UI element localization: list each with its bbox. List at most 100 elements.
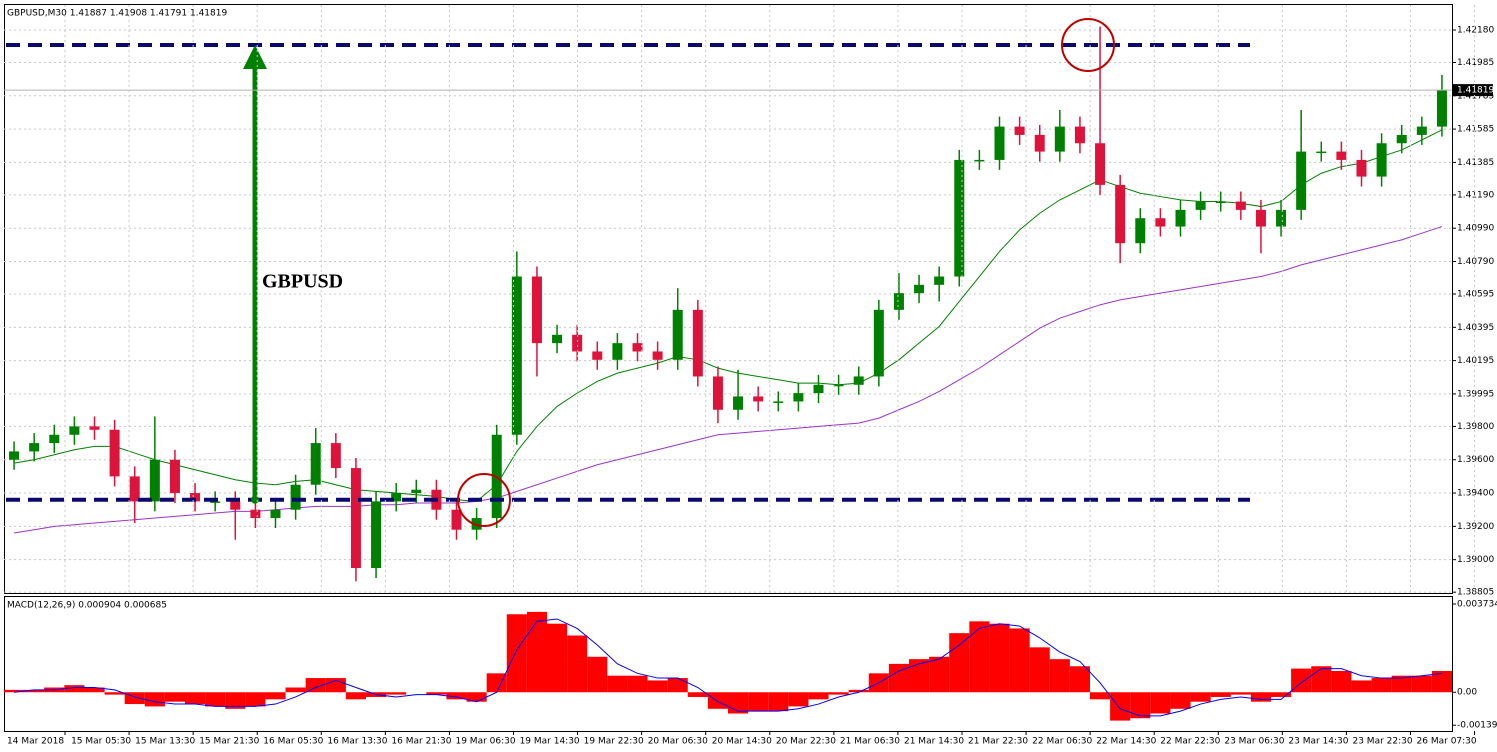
x-tick-label: 20 Mar 14:30 (712, 737, 772, 747)
x-tick-label: 22 Mar 14:30 (1096, 737, 1156, 747)
candle-body (712, 376, 723, 410)
x-tick-label: 15 Mar 21:30 (199, 737, 259, 747)
macd-bar (1271, 692, 1292, 697)
candle-body (552, 334, 563, 344)
macd-bar (305, 678, 326, 693)
macd-bar (526, 611, 547, 693)
y-tick-label: -0.001396 (1457, 721, 1497, 731)
macd-bar (788, 692, 809, 707)
macd-bar (1351, 680, 1372, 693)
candle-body (330, 443, 341, 469)
candle-body (29, 443, 40, 452)
y-tick-label: 1.39400 (1457, 489, 1494, 499)
chart-title: GBPUSD,M30 1.41887 1.41908 1.41791 1.418… (7, 9, 227, 19)
macd-bar (446, 692, 467, 700)
moving-average (13, 129, 1443, 502)
macd-bar (144, 692, 165, 707)
candle-body (391, 493, 402, 502)
macd-bar (1029, 647, 1050, 693)
candle-body (1115, 184, 1126, 244)
candle-body (672, 309, 683, 360)
candle-body (250, 509, 261, 519)
last-price-label: 1.41819 (1457, 86, 1494, 96)
macd-bar (426, 692, 447, 695)
macd-bar (506, 614, 527, 693)
macd-bar (1311, 666, 1332, 693)
arrow-head (243, 44, 267, 69)
y-tick-label: 1.40195 (1457, 356, 1494, 366)
candle-body (69, 426, 80, 435)
candle-body (230, 501, 241, 510)
macd-bar (84, 687, 105, 693)
macd-bar (888, 663, 909, 693)
candle-body (471, 518, 482, 530)
candle-body (1155, 218, 1166, 227)
macd-bar (285, 687, 306, 693)
macd-bar (607, 675, 628, 693)
candle-body (1436, 89, 1447, 127)
y-tick-label: 1.40395 (1457, 323, 1494, 333)
macd-bar (989, 623, 1010, 693)
macd-bar (1009, 628, 1030, 693)
macd-bar (1230, 692, 1251, 695)
macd-bar (386, 692, 407, 695)
candle-body (934, 276, 945, 285)
annotation: GBPUSD (262, 271, 343, 293)
y-tick-label: 1.41190 (1457, 190, 1494, 200)
macd-bar (567, 635, 588, 693)
y-tick-label: 1.40790 (1457, 257, 1494, 267)
macd-bar (124, 692, 145, 705)
macd-bar (848, 689, 869, 693)
macd-bar (164, 692, 185, 702)
candle-body (1376, 143, 1387, 177)
y-tick-label: 1.39995 (1457, 389, 1494, 399)
macd-bar (24, 689, 45, 693)
candle-body (371, 501, 382, 569)
candle-body (310, 443, 321, 485)
candle-body (873, 309, 884, 377)
y-tick-label: 1.40595 (1457, 290, 1494, 300)
candle-body (270, 509, 281, 519)
macd-bar (1190, 692, 1211, 702)
candle-body (1014, 126, 1025, 135)
macd-bar (345, 692, 366, 700)
macd-bar (185, 692, 206, 705)
candle-body (1276, 209, 1287, 227)
x-tick-label: 20 Mar 22:30 (776, 737, 836, 747)
macd-frame (4, 596, 1453, 732)
candle-body (1396, 134, 1407, 144)
macd-bar (64, 685, 85, 693)
macd-bar (547, 623, 568, 693)
candle-body (190, 493, 201, 502)
macd-bar (1069, 666, 1090, 693)
candle-body (592, 351, 603, 360)
candle-body (451, 509, 462, 530)
macd-bar (1110, 692, 1131, 721)
macd-bar (1049, 659, 1070, 693)
candle-body (511, 276, 522, 435)
y-tick-label: 1.39200 (1457, 522, 1494, 532)
candle-body (149, 459, 160, 502)
macd-bar (1150, 692, 1171, 714)
candle-body (350, 468, 361, 569)
x-tick-label: 16 Mar 05:30 (263, 737, 323, 747)
candle-body (49, 434, 60, 444)
arrow-base (251, 495, 259, 504)
candle-body (531, 276, 542, 344)
signal-line (13, 618, 1442, 717)
x-tick-label: 19 Mar 06:30 (455, 737, 515, 747)
candle-body (893, 293, 904, 310)
candle-body (954, 159, 965, 277)
macd-bar (265, 692, 286, 700)
candle-body (1175, 209, 1186, 227)
macd-bar (728, 692, 749, 714)
candle-body (974, 159, 985, 162)
highlight-circle (457, 473, 511, 527)
macd-bar (587, 656, 608, 693)
candle-body (793, 393, 804, 402)
candle-body (914, 284, 925, 294)
x-tick-label: 23 Mar 14:30 (1288, 737, 1348, 747)
macd-bar (4, 689, 25, 693)
x-tick-label: 14 Mar 2018 (7, 737, 64, 747)
